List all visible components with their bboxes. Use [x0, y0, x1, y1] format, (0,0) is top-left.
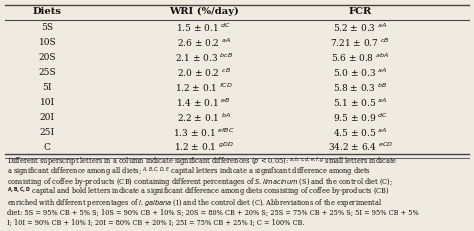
Text: 25I: 25I [40, 128, 55, 137]
Text: 20I: 20I [40, 113, 55, 122]
Text: C: C [44, 143, 51, 152]
Text: 1.2 ± 0.1 $^{gDD}$: 1.2 ± 0.1 $^{gDD}$ [174, 141, 234, 153]
Text: FCR: FCR [348, 7, 372, 16]
Text: 25S: 25S [38, 68, 56, 77]
Text: Diets: Diets [33, 7, 62, 16]
Text: 5.0 ± 0.3 $^{aA}$: 5.0 ± 0.3 $^{aA}$ [333, 66, 388, 79]
Text: 2.0 ± 0.2 $^{cB}$: 2.0 ± 0.2 $^{cB}$ [177, 66, 231, 79]
Text: 9.5 ± 0.9 $^{dC}$: 9.5 ± 0.9 $^{dC}$ [333, 111, 388, 124]
Text: Different superscript letters in a column indicate significant differences ($p$ : Different superscript letters in a colum… [7, 155, 398, 169]
Text: 5.2 ± 0.3 $^{aA}$: 5.2 ± 0.3 $^{aA}$ [333, 22, 387, 34]
Text: 2.2 ± 0.1 $^{bA}$: 2.2 ± 0.1 $^{bA}$ [177, 111, 231, 124]
Text: 34.2 ± 6.4 $^{eCD}$: 34.2 ± 6.4 $^{eCD}$ [328, 141, 393, 153]
Text: 5I: 5I [43, 83, 52, 92]
Text: $^{\mathbf{A,B,C,D}}$ capital and bold letters indicate a significant difference: $^{\mathbf{A,B,C,D}}$ capital and bold l… [7, 186, 390, 199]
Text: consisting of coffee by-products (CB) containing different percentages of $S. li: consisting of coffee by-products (CB) co… [7, 176, 393, 188]
Text: 20S: 20S [39, 53, 56, 62]
Text: 1.3 ± 0.1 $^{efBC}$: 1.3 ± 0.1 $^{efBC}$ [173, 126, 235, 139]
Text: 1.2 ± 0.1 $^{fCD}$: 1.2 ± 0.1 $^{fCD}$ [175, 81, 233, 94]
Text: WRI (%/day): WRI (%/day) [169, 7, 239, 16]
Text: 5S: 5S [41, 23, 54, 32]
Text: 10S: 10S [38, 38, 56, 47]
Text: I; 10I = 90% CB + 10% I; 20I = 80% CB + 20% I; 25I = 75% CB + 25% I; C = 100% CB: I; 10I = 90% CB + 10% I; 20I = 80% CB + … [7, 219, 305, 227]
Text: 5.1 ± 0.5 $^{aA}$: 5.1 ± 0.5 $^{aA}$ [333, 96, 388, 109]
Text: enriched with different percentages of $I. galbana$ (I) and the control diet (C): enriched with different percentages of $… [7, 197, 383, 209]
Text: 2.1 ± 0.3 $^{bcB}$: 2.1 ± 0.3 $^{bcB}$ [175, 52, 233, 64]
Text: diet: 5S = 95% CB + 5% S; 10S = 90% CB + 10% S; 20S = 80% CB + 20% S; 25S = 75% : diet: 5S = 95% CB + 5% S; 10S = 90% CB +… [7, 209, 419, 217]
Text: 5.8 ± 0.3 $^{bB}$: 5.8 ± 0.3 $^{bB}$ [333, 81, 387, 94]
Text: 2.6 ± 0.2 $^{aA}$: 2.6 ± 0.2 $^{aA}$ [177, 36, 231, 49]
Text: 1.5 ± 0.1 $^{dC}$: 1.5 ± 0.1 $^{dC}$ [176, 22, 231, 34]
Text: 7.21 ± 0.7 $^{cB}$: 7.21 ± 0.7 $^{cB}$ [330, 36, 390, 49]
Text: a significant difference among all diets; $^{A,B,C,D,E}$ capital letters indicat: a significant difference among all diets… [7, 166, 371, 179]
Text: 5.6 ± 0.8 $^{abA}$: 5.6 ± 0.8 $^{abA}$ [331, 52, 389, 64]
Text: 4.5 ± 0.5 $^{aA}$: 4.5 ± 0.5 $^{aA}$ [333, 126, 388, 139]
Text: 10I: 10I [40, 98, 55, 107]
Text: 1.4 ± 0.1 $^{eB}$: 1.4 ± 0.1 $^{eB}$ [176, 96, 231, 109]
